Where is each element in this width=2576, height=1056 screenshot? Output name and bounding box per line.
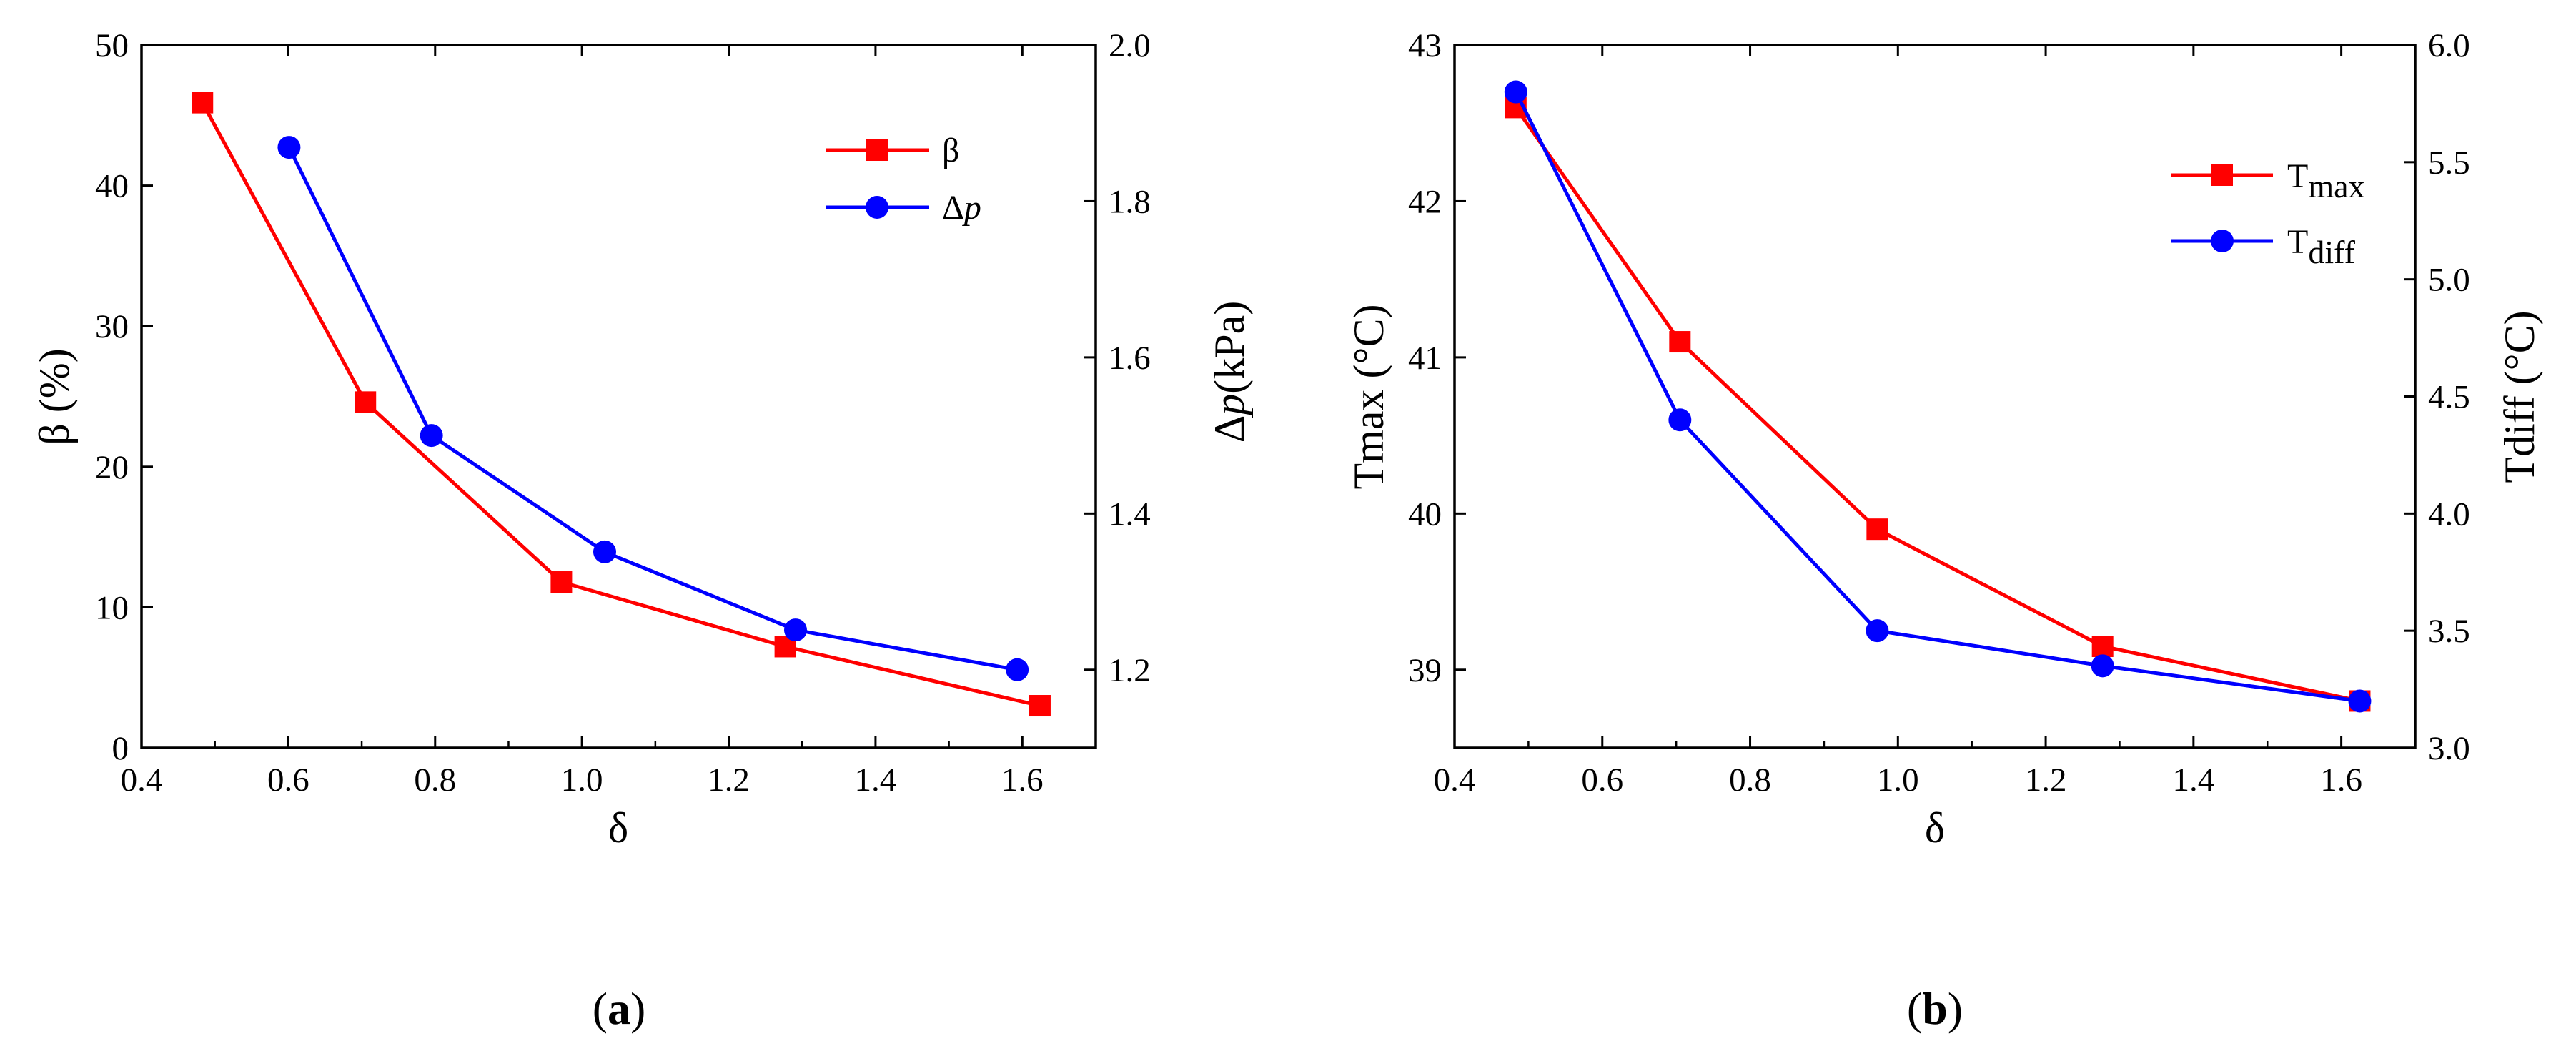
- panel-a-plot-frame: [140, 44, 1097, 749]
- legend-marker-tdiff: [2211, 230, 2234, 252]
- panel-a-series-line-beta: [201, 102, 1041, 708]
- panel-a-x-tick-label: 0.4: [121, 761, 163, 799]
- panel-a-x-tick-label: 0.8: [414, 761, 456, 799]
- panel-b-right-y-tick-label: 3.5: [2428, 613, 2470, 650]
- panel-b-plot-frame: [1453, 44, 2417, 749]
- panel-a-point-delta-p: [1006, 658, 1029, 681]
- panel-b-caption: (b): [1907, 983, 1963, 1034]
- panel-a-right-y-tick-label: 1.6: [1109, 340, 1151, 377]
- panel-a-right-y-tick-label: 1.4: [1109, 495, 1151, 533]
- panel-b-point-tdiff: [2091, 654, 2114, 678]
- panel-b-right-y-tick-label: 4.0: [2428, 495, 2470, 533]
- panel-b-left-y-tick-label: 40: [1408, 495, 1442, 533]
- panel-a-x-tick-label: 1.2: [708, 761, 750, 799]
- legend-label-beta: β: [942, 132, 959, 169]
- panel-a-point-beta: [192, 92, 214, 114]
- legend-marker-delta-p: [866, 196, 888, 219]
- panel-a-right-y-tick-label: 2.0: [1109, 27, 1151, 64]
- panel-a-x-tick-label: 0.6: [267, 761, 309, 799]
- panel-a-point-delta-p: [420, 424, 443, 448]
- panel-b-right-y-tick-label: 5.0: [2428, 262, 2470, 299]
- panel-b-x-tick-label: 0.8: [1729, 761, 1771, 799]
- legend-marker-beta: [866, 139, 888, 161]
- panel-a-point-delta-p: [277, 136, 301, 159]
- panel-b-x-tick-label: 1.0: [1877, 761, 1919, 799]
- panel-a-x-tick-label: 1.0: [561, 761, 603, 799]
- panel-b-x-tick-label: 0.4: [1434, 761, 1476, 799]
- panel-a-left-y-tick-label: 30: [95, 308, 129, 345]
- panel-a: 0.4 0.6 0.8 1.0 1.2 1.4 1.6 0 10 20 30 40 50 1.2 1.4…: [31, 27, 1253, 1034]
- panel-b-legend: Tmax Tdiff: [2171, 157, 2365, 270]
- panel-b-right-y-tick-label: 5.5: [2428, 144, 2470, 182]
- panel-a-right-y-axis-label: Δp(kPa): [1206, 301, 1253, 443]
- panel-b-right-y-axis-label: Tdiff (°C): [2496, 310, 2543, 483]
- panel-a-right-y-tick-label: 1.8: [1109, 183, 1151, 220]
- panel-b-point-tmax: [1866, 518, 1888, 541]
- panel-a-x-tick-label: 1.6: [1001, 761, 1044, 799]
- panel-b-series-line-tmax: [1514, 106, 2361, 703]
- panel-b-point-tdiff: [1866, 619, 1889, 643]
- panel-b-x-axis-label: δ: [1925, 804, 1945, 852]
- legend-label-delta-p: Δp: [942, 189, 981, 227]
- panel-b-right-y-tick-label: 4.5: [2428, 379, 2470, 416]
- panel-a-right-y-tick-label: 1.2: [1109, 652, 1151, 689]
- panel-b-point-tmax: [2091, 636, 2114, 658]
- panel-a-point-delta-p: [783, 618, 807, 642]
- panel-b-left-y-tick-label: 39: [1408, 652, 1442, 689]
- panel-b-x-tick-label: 0.6: [1581, 761, 1623, 799]
- panel-a-caption: (a): [593, 983, 646, 1034]
- panel-a-left-y-tick-label: 0: [112, 730, 129, 767]
- panel-a-point-delta-p: [593, 540, 616, 563]
- panel-a-legend: β Δp: [826, 132, 981, 227]
- panel-b-left-y-tick-label: 42: [1408, 183, 1442, 220]
- panel-b-point-tmax: [1669, 331, 1691, 353]
- panel-b-point-tdiff: [2348, 689, 2372, 713]
- legend-marker-tmax: [2211, 164, 2233, 186]
- panel-a-left-y-tick-label: 50: [95, 27, 129, 64]
- panel-b-point-tdiff: [1668, 408, 1692, 432]
- panel-b-left-y-tick-label: 41: [1408, 340, 1442, 377]
- panel-a-left-y-tick-label: 10: [95, 589, 129, 626]
- panel-b-x-tick-label: 1.2: [2025, 761, 2067, 799]
- panel-b-point-tdiff: [1504, 80, 1527, 104]
- panel-a-point-beta: [550, 571, 573, 593]
- panel-b-x-tick-label: 1.6: [2320, 761, 2362, 799]
- panel-a-left-y-tick-label: 20: [95, 449, 129, 486]
- panel-a-left-y-axis-label: β (%): [31, 348, 78, 445]
- panel-b-right-y-tick-label: 3.0: [2428, 730, 2470, 767]
- panel-a-point-beta: [355, 391, 377, 413]
- panel-a-series-line-delta-p: [287, 146, 1018, 672]
- panel-b: 0.4 0.6 0.8 1.0 1.2 1.4 1.6 39 40 41 42 43 3.0 3.5 4…: [1345, 27, 2543, 1034]
- legend-label-tmax: Tmax: [2287, 157, 2365, 204]
- panel-a-left-y-tick-label: 40: [95, 168, 129, 205]
- panel-b-x-tick-label: 1.4: [2172, 761, 2214, 799]
- panel-a-x-tick-label: 1.4: [855, 761, 897, 799]
- legend-label-tdiff: Tdiff: [2287, 223, 2356, 270]
- panel-a-point-beta: [1029, 695, 1051, 717]
- panel-b-left-y-tick-label: 43: [1408, 27, 1442, 64]
- panel-b-right-y-tick-label: 6.0: [2428, 27, 2470, 64]
- panel-a-x-axis-label: δ: [608, 804, 628, 852]
- panel-b-series-line-tdiff: [1514, 91, 2360, 703]
- panel-b-left-y-axis-label: Tmax (°C): [1345, 305, 1392, 490]
